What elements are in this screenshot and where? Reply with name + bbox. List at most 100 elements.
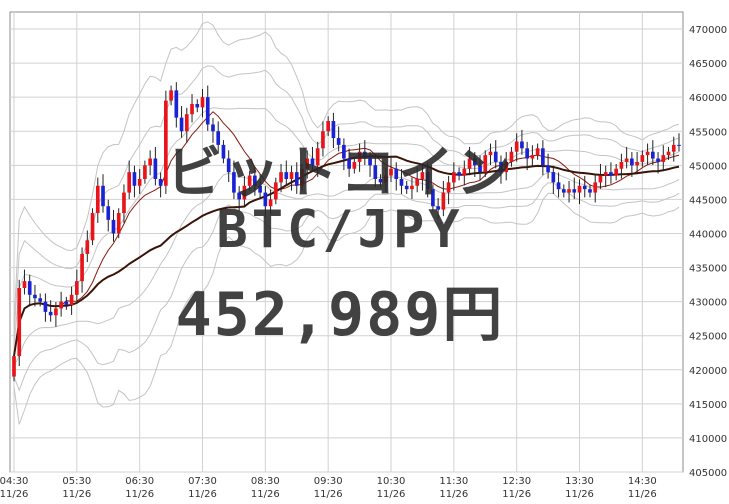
- candle-up: [95, 185, 100, 214]
- candle-up: [357, 151, 362, 162]
- candle-up: [200, 97, 205, 108]
- y-tick-label: 415000: [689, 400, 727, 411]
- candle-up: [645, 151, 650, 156]
- candle-down: [106, 206, 111, 220]
- candle-up: [190, 104, 194, 115]
- candle-up: [671, 144, 676, 152]
- candle-up: [90, 213, 95, 241]
- candle-up: [242, 185, 247, 200]
- candle-up: [535, 148, 540, 156]
- candle-up: [441, 192, 446, 210]
- candle-up: [603, 172, 608, 176]
- x-tick-time: 08:30: [251, 476, 280, 487]
- candle-up: [446, 182, 451, 193]
- candle-down: [158, 178, 163, 186]
- candle-up: [383, 175, 388, 183]
- candle-up: [462, 168, 467, 176]
- x-tick-time: 13:30: [565, 476, 594, 487]
- candle-down: [342, 144, 346, 159]
- band-upper-1sigma: [13, 107, 680, 346]
- y-tick-label: 440000: [689, 229, 727, 240]
- candle-up: [452, 172, 456, 183]
- candle-up: [483, 155, 488, 173]
- candle-down: [394, 168, 399, 179]
- candle-up: [619, 161, 624, 169]
- candle-down: [237, 192, 241, 200]
- candle-down: [232, 172, 236, 193]
- candle-up: [326, 121, 331, 132]
- candle-up: [504, 161, 509, 173]
- x-tick-date: 11/26: [565, 489, 594, 500]
- candle-down: [499, 161, 503, 173]
- x-tick-time: 12:30: [502, 476, 531, 487]
- candle-up: [661, 155, 666, 162]
- candle-up: [300, 168, 304, 186]
- y-tick-label: 450000: [689, 161, 727, 172]
- y-tick-label: 425000: [689, 332, 727, 343]
- candle-down: [457, 172, 461, 176]
- band-upper-3sigma: [13, 21, 680, 326]
- candle-up: [279, 172, 283, 183]
- candle-up: [567, 189, 571, 193]
- candle-up: [22, 281, 27, 288]
- candle-down: [347, 158, 351, 169]
- candle-up: [169, 90, 173, 101]
- candle-up: [69, 294, 74, 306]
- candle-down: [179, 117, 184, 132]
- band-lower-1sigma: [13, 171, 680, 367]
- candle-up: [389, 168, 393, 176]
- candle-down: [111, 219, 116, 234]
- candle-up: [614, 168, 618, 176]
- candle-up: [315, 148, 320, 166]
- candle-up: [85, 240, 90, 254]
- candle-down: [362, 151, 367, 159]
- candle-down: [38, 298, 43, 302]
- candle-up: [640, 155, 645, 162]
- candle-up: [530, 155, 535, 159]
- candle-down: [478, 165, 482, 173]
- x-tick-time: 04:30: [0, 476, 28, 487]
- candle-down: [650, 151, 655, 159]
- candle-up: [467, 158, 472, 169]
- candle-down: [284, 172, 289, 179]
- x-tick-date: 11/26: [314, 489, 343, 500]
- y-tick-label: 405000: [689, 468, 727, 479]
- candle-down: [64, 301, 69, 306]
- candle-down: [525, 148, 529, 159]
- y-tick-label: 420000: [689, 366, 727, 377]
- candle-down: [43, 301, 48, 312]
- candle-down: [174, 90, 179, 118]
- candle-down: [404, 185, 409, 190]
- candle-down: [27, 281, 32, 295]
- candle-down: [310, 158, 315, 166]
- candle-down: [609, 172, 613, 176]
- candle-down: [677, 144, 681, 146]
- ma-long-line: [13, 155, 680, 357]
- x-tick-date: 11/26: [439, 489, 468, 500]
- candle-up: [148, 158, 152, 166]
- candle-up: [666, 151, 671, 156]
- candle-up: [420, 172, 425, 179]
- candle-down: [493, 151, 498, 162]
- y-tick-label: 410000: [689, 434, 727, 445]
- candle-down: [561, 189, 566, 193]
- candle-down: [572, 189, 577, 193]
- candle-down: [205, 97, 210, 125]
- candle-up: [122, 192, 126, 214]
- candle-down: [211, 124, 215, 132]
- candle-up: [289, 172, 294, 179]
- y-tick-label: 460000: [689, 93, 727, 104]
- x-tick-time: 06:30: [125, 476, 154, 487]
- candle-up: [127, 172, 132, 193]
- candle-down: [520, 141, 524, 149]
- candle-down: [431, 189, 435, 207]
- candle-up: [54, 308, 58, 316]
- candle-up: [488, 151, 493, 156]
- candle-down: [226, 158, 231, 173]
- x-tick-date: 11/26: [377, 489, 406, 500]
- band-lower-2sigma: [13, 182, 680, 392]
- candle-down: [588, 189, 592, 193]
- candle-up: [509, 151, 514, 162]
- x-tick-date: 11/26: [188, 489, 217, 500]
